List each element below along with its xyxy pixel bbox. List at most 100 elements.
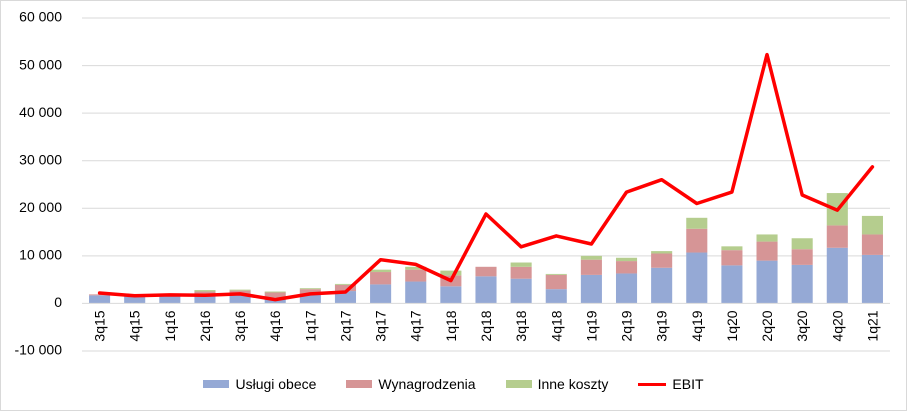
bar-segment [686,217,708,229]
x-tick-label: 1q16 [162,310,178,341]
bar-segment [615,273,638,304]
bar-segment [615,261,638,274]
legend-swatch-uslugi [203,380,230,388]
legend-item-inne-koszty: Inne koszty [505,376,609,392]
bar-segment [370,272,392,285]
legend-swatch-inne-koszty [505,380,532,388]
x-tick-label: 2q19 [619,310,635,341]
bar-segment [510,278,532,304]
legend-label-inne-koszty: Inne koszty [537,376,609,392]
legend-item-wynagrodzenia: Wynagrodzenia [346,376,476,392]
x-tick-label: 1q21 [864,310,880,341]
x-tick-label: 3q16 [232,310,248,341]
x-tick-label: 4q20 [829,310,845,341]
bar-segment [405,269,427,282]
y-tick-label: 50 000 [19,56,62,72]
bar-segment [721,250,743,266]
legend: Usługi obece Wynagrodzenia Inne koszty E… [0,373,907,395]
bar-segment [580,274,602,304]
bar-segment [89,295,111,304]
y-tick-label: -10 000 [15,342,63,358]
bar-segment [861,254,883,304]
x-tick-label: 4q18 [548,310,564,341]
bar-segment [405,266,427,270]
bar-segment [580,255,602,260]
bar-segment [124,296,146,304]
bar-segment [826,225,848,248]
chart-plot: -10 000 0 10 000 20 000 30 000 40 000 50 000 60… [15,9,890,358]
bar-segment [721,265,743,304]
bar-segment [440,286,462,304]
bar-segment [651,253,673,268]
bar-segment [264,291,286,293]
bar-segment [686,228,708,253]
bar-segment [615,257,638,262]
bar-segment [194,295,216,304]
x-tick-label: 4q16 [267,310,283,341]
bar-segment [89,294,111,296]
x-tick-label: 1q20 [724,310,740,341]
bar-segment [475,276,497,304]
x-tick-label: 4q19 [689,310,705,341]
legend-label-uslugi: Usługi obece [235,376,317,392]
x-tick-label: 3q19 [654,310,670,341]
bar-segment [721,246,743,251]
line-series [97,52,875,302]
bar-series [89,193,883,304]
bar-segment [405,281,427,304]
bar-segment [510,266,532,279]
y-tick-label: 60 000 [19,9,62,25]
bar-segment [651,251,673,254]
x-tick-label: 3q20 [794,310,810,341]
bar-segment [299,294,321,304]
ebit-line [97,52,875,302]
x-axis-tick-labels: 3q15 4q15 1q16 2q16 3q16 4q16 1q17 2q17 3q17 4q17… [92,310,881,341]
x-tick-label: 3q15 [92,310,108,341]
bar-segment [334,291,357,304]
x-tick-label: 2q20 [759,310,775,341]
x-tick-label: 3q18 [513,310,529,341]
bar-segment [861,215,883,235]
legend-label-wynagrodzenia: Wynagrodzenia [378,376,476,392]
legend-swatch-wynagrodzenia [346,380,373,388]
bar-segment [686,252,708,304]
bar-segment [826,247,848,304]
bar-segment [229,289,251,291]
bar-segment [791,264,813,304]
bar-segment [861,234,883,255]
bar-segment [194,291,216,296]
bar-segment [651,267,673,304]
bar-segment [264,292,286,298]
y-tick-label: 40 000 [19,104,62,120]
bar-segment [370,284,392,304]
bar-segment [791,249,813,265]
x-tick-label: 2q16 [197,310,213,341]
bar-segment [299,289,321,295]
bar-segment [440,270,462,276]
x-tick-label: 2q18 [478,310,494,341]
bar-segment [580,259,602,275]
x-tick-label: 4q15 [127,310,143,341]
bar-segment [299,288,321,290]
bar-segment [756,260,778,304]
legend-swatch-ebit [638,382,667,386]
bar-segment [545,289,567,304]
bar-segment [510,262,532,267]
y-tick-label: 10 000 [19,247,62,263]
bar-segment [545,273,567,275]
y-tick-label: 0 [54,294,62,310]
x-tick-label: 3q17 [373,310,389,341]
bar-segment [159,296,181,304]
bar-segment [370,269,392,273]
x-tick-label: 4q17 [408,310,424,341]
bar-segment [756,241,778,261]
bar-segment [756,234,778,242]
grid-lines [82,17,890,352]
bar-segment [545,274,567,290]
x-tick-label: 1q18 [443,310,459,341]
y-tick-label: 30 000 [19,151,62,167]
bar-segment [194,290,216,292]
x-tick-label: 2q17 [337,310,353,341]
bar-segment [475,266,497,277]
y-axis-tick-labels: -10 000 0 10 000 20 000 30 000 40 000 50 000 60… [15,9,63,358]
